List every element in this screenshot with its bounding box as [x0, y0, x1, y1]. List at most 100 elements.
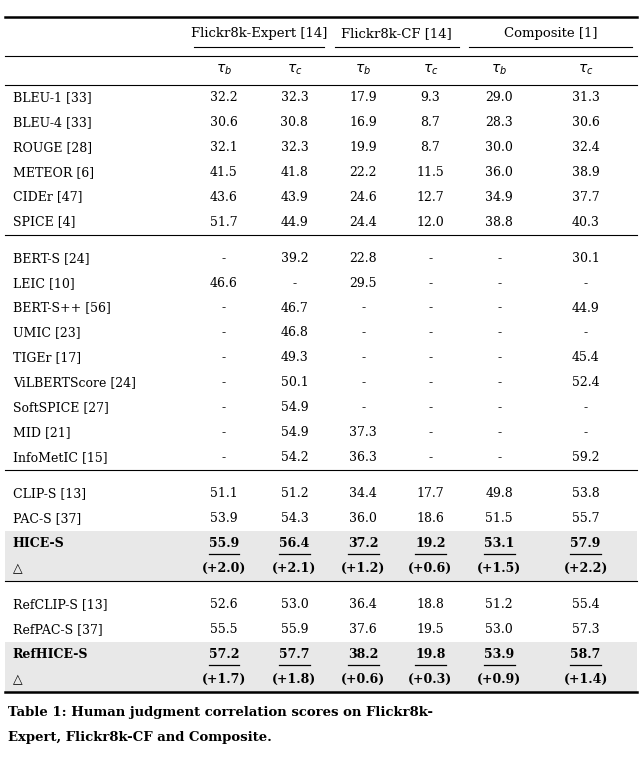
Text: 53.9: 53.9 [484, 648, 515, 661]
Text: 55.9: 55.9 [209, 537, 239, 550]
Text: 51.1: 51.1 [210, 487, 238, 500]
Text: -: - [428, 277, 433, 290]
Text: Flickr8k-Expert [14]: Flickr8k-Expert [14] [191, 27, 328, 39]
Text: (+1.7): (+1.7) [202, 673, 246, 686]
Text: 46.7: 46.7 [280, 302, 308, 315]
Text: (+0.9): (+0.9) [477, 673, 522, 686]
Text: (+0.6): (+0.6) [408, 562, 452, 575]
Text: -: - [222, 451, 226, 464]
Text: -: - [428, 377, 433, 390]
Text: 8.7: 8.7 [420, 116, 440, 129]
Text: 24.6: 24.6 [349, 190, 377, 204]
Text: -: - [361, 401, 365, 415]
Text: ViLBERTScore [24]: ViLBERTScore [24] [13, 377, 136, 390]
Text: $\tau_c$: $\tau_c$ [287, 63, 302, 77]
Text: -: - [497, 426, 501, 439]
Text: 30.6: 30.6 [572, 116, 600, 129]
Text: -: - [497, 451, 501, 464]
Text: 51.7: 51.7 [210, 215, 238, 228]
Text: 36.3: 36.3 [349, 451, 377, 464]
Text: (+1.5): (+1.5) [477, 562, 522, 575]
Text: 57.9: 57.9 [570, 537, 601, 550]
Text: SoftSPICE [27]: SoftSPICE [27] [13, 401, 109, 415]
Bar [5, 556, 637, 581]
Text: 11.5: 11.5 [417, 166, 444, 179]
Text: BERT-S++ [56]: BERT-S++ [56] [13, 302, 111, 315]
Text: -: - [497, 377, 501, 390]
Text: METEOR [6]: METEOR [6] [13, 166, 94, 179]
Text: -: - [584, 426, 588, 439]
Text: 41.5: 41.5 [210, 166, 238, 179]
Text: 52.4: 52.4 [572, 377, 600, 390]
Text: 8.7: 8.7 [420, 141, 440, 154]
Text: $\tau_b$: $\tau_b$ [355, 63, 371, 77]
Text: 45.4: 45.4 [572, 352, 600, 365]
Text: 38.9: 38.9 [572, 166, 600, 179]
Text: 28.3: 28.3 [485, 116, 513, 129]
Text: -: - [584, 277, 588, 290]
Text: -: - [497, 277, 501, 290]
Text: 53.0: 53.0 [280, 598, 308, 611]
Text: 34.9: 34.9 [485, 190, 513, 204]
Text: 29.5: 29.5 [349, 277, 377, 290]
Text: -: - [497, 352, 501, 365]
Text: (+1.8): (+1.8) [272, 673, 317, 686]
Text: BLEU-1 [33]: BLEU-1 [33] [13, 91, 92, 104]
Text: 55.4: 55.4 [572, 598, 600, 611]
Text: 38.8: 38.8 [485, 215, 513, 228]
Text: 46.6: 46.6 [210, 277, 238, 290]
Text: -: - [222, 352, 226, 365]
Text: Flickr8k-CF [14]: Flickr8k-CF [14] [341, 27, 452, 39]
Text: -: - [428, 426, 433, 439]
Text: 55.9: 55.9 [281, 623, 308, 636]
Text: 30.6: 30.6 [210, 116, 238, 129]
Text: -: - [222, 327, 226, 340]
Text: 34.4: 34.4 [349, 487, 377, 500]
Text: 51.5: 51.5 [485, 512, 513, 525]
Text: -: - [428, 327, 433, 340]
Text: -: - [497, 252, 501, 265]
Text: 55.7: 55.7 [572, 512, 599, 525]
Text: 37.7: 37.7 [572, 190, 600, 204]
Text: 53.0: 53.0 [485, 623, 513, 636]
Text: -: - [222, 377, 226, 390]
Text: 24.4: 24.4 [349, 215, 377, 228]
Text: RefCLIP-S [13]: RefCLIP-S [13] [13, 598, 108, 611]
Text: ROUGE [28]: ROUGE [28] [13, 141, 92, 154]
Bar [5, 667, 637, 692]
Text: 51.2: 51.2 [280, 487, 308, 500]
Text: 59.2: 59.2 [572, 451, 599, 464]
Text: (+0.6): (+0.6) [341, 673, 385, 686]
Text: -: - [497, 401, 501, 415]
Text: 22.8: 22.8 [349, 252, 377, 265]
Text: 12.0: 12.0 [417, 215, 444, 228]
Text: 39.2: 39.2 [280, 252, 308, 265]
Text: MID [21]: MID [21] [13, 426, 70, 439]
Text: $\tau_c$: $\tau_c$ [578, 63, 593, 77]
Text: Composite [1]: Composite [1] [504, 27, 597, 39]
Text: (+2.1): (+2.1) [272, 562, 317, 575]
Text: 52.6: 52.6 [210, 598, 238, 611]
Text: 53.8: 53.8 [572, 487, 600, 500]
Text: -: - [428, 352, 433, 365]
Text: 50.1: 50.1 [280, 377, 308, 390]
Text: 32.3: 32.3 [280, 141, 308, 154]
Text: 18.8: 18.8 [417, 598, 444, 611]
Text: CIDEr [47]: CIDEr [47] [13, 190, 83, 204]
Text: -: - [361, 327, 365, 340]
Text: 9.3: 9.3 [420, 91, 440, 104]
Text: -: - [222, 401, 226, 415]
Text: BERT-S [24]: BERT-S [24] [13, 252, 90, 265]
Text: 30.1: 30.1 [572, 252, 600, 265]
Text: -: - [222, 426, 226, 439]
Text: Table 1: Human judgment correlation scores on Flickr8k-: Table 1: Human judgment correlation scor… [8, 706, 433, 719]
Text: 53.1: 53.1 [484, 537, 515, 550]
Text: 57.3: 57.3 [572, 623, 600, 636]
Text: BLEU-4 [33]: BLEU-4 [33] [13, 116, 92, 129]
Text: 49.8: 49.8 [485, 487, 513, 500]
Text: 32.3: 32.3 [280, 91, 308, 104]
Text: $\tau_c$: $\tau_c$ [422, 63, 438, 77]
Text: 32.2: 32.2 [210, 91, 238, 104]
Text: TIGEr [17]: TIGEr [17] [13, 352, 81, 365]
Text: 19.2: 19.2 [415, 537, 445, 550]
